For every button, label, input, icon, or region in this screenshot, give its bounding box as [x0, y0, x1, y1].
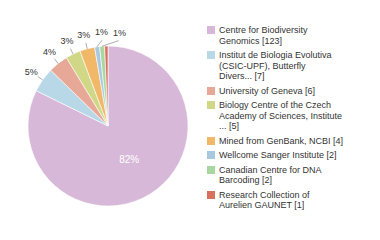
- svg-text:3%: 3%: [77, 30, 90, 40]
- svg-text:4%: 4%: [43, 47, 56, 57]
- svg-text:1%: 1%: [95, 27, 108, 37]
- html-text:Genomics [123]: Genomics [123]: [219, 35, 282, 46]
- html-text:Wellcome Sanger Institute [2]: Wellcome Sanger Institute [2]: [219, 150, 337, 161]
- html-text:Divers... [7]: Divers... [7]: [219, 71, 265, 82]
- html-text:Barcoding [2]: Barcoding [2]: [219, 175, 272, 186]
- html-text:Research Collection of: Research Collection of: [219, 189, 310, 200]
- html-text:Canadian Centre for DNA: Canadian Centre for DNA: [219, 164, 322, 175]
- svg-text:3%: 3%: [60, 36, 73, 46]
- svg-text:1%: 1%: [113, 28, 126, 38]
- html-text:Centre for Biodiversity: Centre for Biodiversity: [219, 25, 308, 36]
- html-text:University of Geneva [6]: University of Geneva [6]: [219, 85, 315, 96]
- svg-text:82%: 82%: [119, 154, 139, 165]
- html-text:Biology Centre of the Czech: Biology Centre of the Czech: [219, 100, 332, 111]
- svg-text:5%: 5%: [25, 67, 38, 77]
- html-text:(CSIC-UPF), Butterfly: (CSIC-UPF), Butterfly: [219, 60, 306, 71]
- html-text:Aurelien GAUNET [1]: Aurelien GAUNET [1]: [219, 200, 305, 211]
- html-text:Academy of Sciences, Institute: Academy of Sciences, Institute: [219, 110, 343, 121]
- html-text:Mined from GenBank, NCBI [4]: Mined from GenBank, NCBI [4]: [219, 135, 344, 146]
- html-text:Institut de Biologia Evolutiva: Institut de Biologia Evolutiva: [219, 50, 332, 61]
- html-text:... [5]: ... [5]: [219, 121, 239, 132]
